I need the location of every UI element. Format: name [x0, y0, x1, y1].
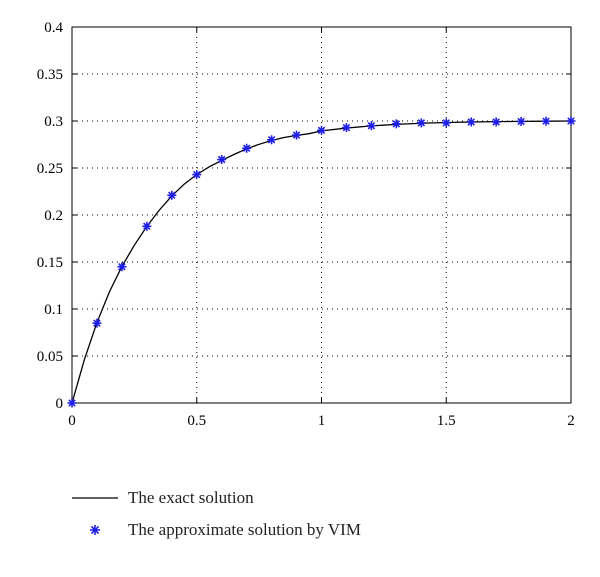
vim-point-marker — [317, 126, 326, 135]
x-tick-label: 0.5 — [187, 413, 206, 429]
grid-lines — [72, 27, 571, 403]
vim-point-marker — [392, 119, 401, 128]
legend-label-vim: The approximate solution by VIM — [128, 520, 361, 540]
x-tick-label: 2 — [567, 413, 575, 429]
plot-frame — [72, 27, 571, 403]
y-tick-label: 0.35 — [37, 67, 63, 83]
vim-point-marker — [467, 117, 476, 126]
legend-item-exact: The exact solution — [70, 482, 361, 514]
vim-point-marker — [117, 262, 126, 271]
y-tick-label: 0.05 — [37, 349, 63, 365]
vim-point-marker — [92, 319, 101, 328]
vim-point-marker — [217, 155, 226, 164]
y-tick-label: 0.25 — [37, 161, 63, 177]
legend-label-exact: The exact solution — [128, 488, 254, 508]
vim-point-marker — [192, 170, 201, 179]
vim-point-marker — [242, 144, 251, 153]
vim-point-marker — [442, 118, 451, 127]
legend-item-vim: The approximate solution by VIM — [70, 514, 361, 546]
x-tick-label: 1.5 — [437, 413, 456, 429]
vim-point-marker — [68, 399, 77, 408]
tick-marks — [72, 27, 571, 403]
vim-point-marker — [542, 117, 551, 126]
x-tick-label: 0 — [68, 413, 76, 429]
chart: 0 0.5 1 1.5 2 0 0.05 0.1 0.15 0.2 0.25 0.3 0.35 0.4 — [0, 0, 600, 470]
y-tick-label: 0.1 — [44, 302, 63, 318]
vim-point-marker — [342, 123, 351, 132]
y-tick-label: 0.15 — [37, 255, 63, 271]
legend-line-symbol — [70, 488, 120, 508]
vim-point-marker — [517, 117, 526, 126]
tick-labels: 0 0.5 1 1.5 2 0 0.05 0.1 0.15 0.2 0.25 0.3 0.35 0.4 — [37, 20, 575, 429]
y-tick-label: 0 — [56, 396, 64, 412]
y-tick-label: 0.2 — [44, 208, 63, 224]
vim-point-marker — [267, 135, 276, 144]
vim-point-marker — [567, 117, 576, 126]
y-tick-label: 0.3 — [44, 114, 63, 130]
vim-point-marker — [417, 118, 426, 127]
vim-point-marker — [142, 222, 151, 231]
y-tick-label: 0.4 — [44, 20, 63, 36]
legend-star-marker-icon — [70, 520, 120, 540]
legend: The exact solution The approximate solut… — [70, 482, 361, 546]
vim-point-marker — [367, 121, 376, 130]
vim-point-marker — [292, 131, 301, 140]
x-tick-label: 1 — [318, 413, 326, 429]
vim-point-marker — [167, 191, 176, 200]
vim-point-marker — [492, 117, 501, 126]
